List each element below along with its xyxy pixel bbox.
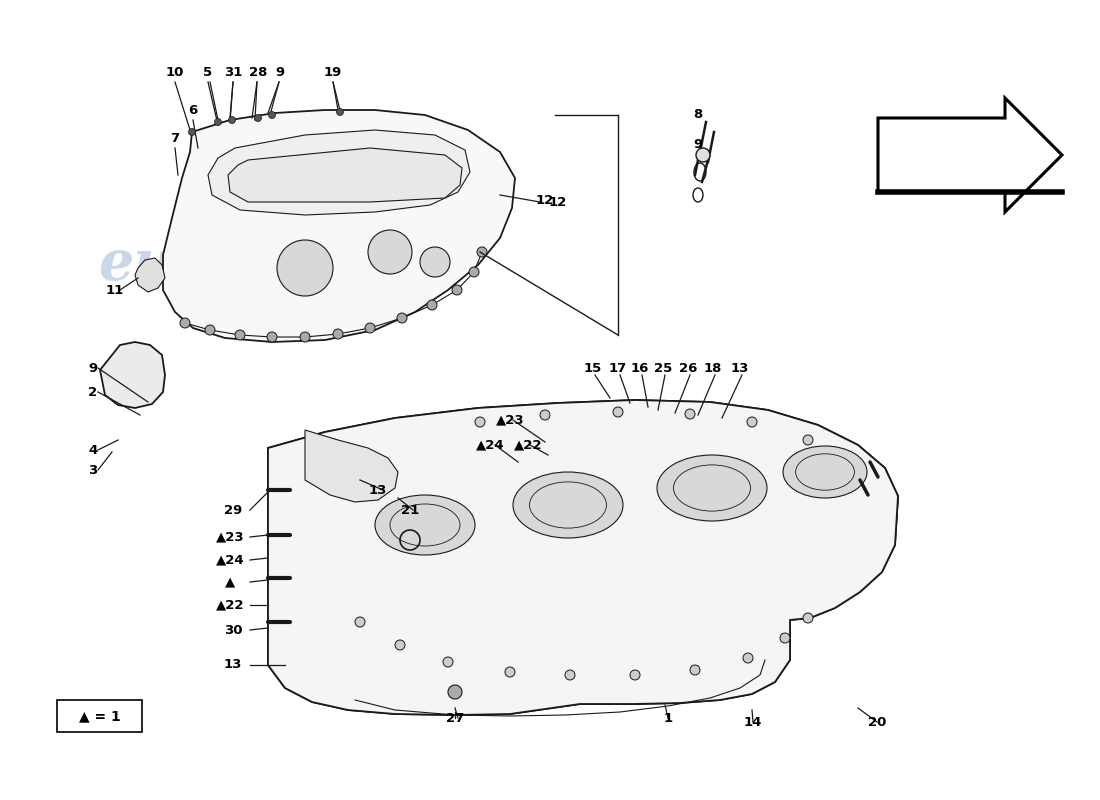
Text: 15: 15 bbox=[584, 362, 602, 374]
Text: 30: 30 bbox=[223, 623, 242, 637]
Text: ▲: ▲ bbox=[224, 575, 235, 589]
Text: 13: 13 bbox=[223, 658, 242, 671]
Text: 8: 8 bbox=[693, 109, 703, 122]
Circle shape bbox=[452, 285, 462, 295]
Text: 28: 28 bbox=[249, 66, 267, 78]
Circle shape bbox=[214, 118, 221, 126]
Ellipse shape bbox=[513, 472, 623, 538]
Circle shape bbox=[742, 653, 754, 663]
Text: 3: 3 bbox=[88, 463, 98, 477]
Text: 16: 16 bbox=[630, 362, 649, 374]
Text: 1: 1 bbox=[663, 711, 672, 725]
Circle shape bbox=[780, 633, 790, 643]
Text: 25: 25 bbox=[653, 362, 672, 374]
Text: 10: 10 bbox=[166, 66, 184, 78]
Circle shape bbox=[540, 410, 550, 420]
Circle shape bbox=[443, 657, 453, 667]
Text: 9: 9 bbox=[693, 138, 703, 151]
Text: 13: 13 bbox=[368, 483, 387, 497]
Text: 19: 19 bbox=[323, 66, 342, 78]
Circle shape bbox=[235, 330, 245, 340]
Text: 6: 6 bbox=[188, 103, 198, 117]
Circle shape bbox=[427, 300, 437, 310]
Ellipse shape bbox=[375, 495, 475, 555]
Circle shape bbox=[365, 323, 375, 333]
Circle shape bbox=[448, 685, 462, 699]
Circle shape bbox=[420, 247, 450, 277]
Circle shape bbox=[747, 417, 757, 427]
Circle shape bbox=[395, 640, 405, 650]
Text: ▲23: ▲23 bbox=[216, 530, 244, 543]
Circle shape bbox=[368, 230, 412, 274]
Ellipse shape bbox=[657, 455, 767, 521]
Text: ▲22: ▲22 bbox=[216, 598, 244, 611]
Text: 9: 9 bbox=[88, 362, 98, 374]
Text: 13: 13 bbox=[730, 362, 749, 374]
Text: ▲22: ▲22 bbox=[514, 438, 542, 451]
Text: 5: 5 bbox=[204, 66, 212, 78]
Bar bbox=[57, 700, 142, 732]
Text: 9: 9 bbox=[275, 66, 285, 78]
Polygon shape bbox=[135, 258, 165, 292]
Text: 20: 20 bbox=[868, 715, 887, 729]
Text: eurospares: eurospares bbox=[98, 238, 442, 293]
Polygon shape bbox=[100, 342, 165, 408]
Circle shape bbox=[337, 109, 343, 115]
Polygon shape bbox=[163, 110, 515, 342]
Polygon shape bbox=[878, 98, 1062, 212]
Text: ▲24: ▲24 bbox=[216, 554, 244, 566]
Circle shape bbox=[300, 332, 310, 342]
Circle shape bbox=[277, 240, 333, 296]
Text: 11: 11 bbox=[106, 283, 124, 297]
Text: 21: 21 bbox=[400, 503, 419, 517]
Text: 18: 18 bbox=[704, 362, 723, 374]
Circle shape bbox=[477, 247, 487, 257]
Polygon shape bbox=[305, 430, 398, 502]
Text: ▲24: ▲24 bbox=[475, 438, 504, 451]
Text: 4: 4 bbox=[88, 443, 98, 457]
Circle shape bbox=[268, 111, 275, 118]
Circle shape bbox=[397, 313, 407, 323]
Circle shape bbox=[229, 117, 235, 123]
Circle shape bbox=[505, 667, 515, 677]
Text: 12: 12 bbox=[536, 194, 554, 206]
Text: ▲23: ▲23 bbox=[496, 414, 525, 426]
Circle shape bbox=[205, 325, 214, 335]
Circle shape bbox=[690, 665, 700, 675]
Text: 27: 27 bbox=[446, 711, 464, 725]
Circle shape bbox=[803, 613, 813, 623]
Text: 2: 2 bbox=[88, 386, 98, 398]
Text: 14: 14 bbox=[744, 715, 762, 729]
Circle shape bbox=[475, 417, 485, 427]
Circle shape bbox=[630, 670, 640, 680]
Text: ▲ = 1: ▲ = 1 bbox=[78, 709, 120, 723]
Text: 31: 31 bbox=[223, 66, 242, 78]
Circle shape bbox=[267, 332, 277, 342]
Circle shape bbox=[333, 329, 343, 339]
Circle shape bbox=[469, 267, 478, 277]
Text: 29: 29 bbox=[224, 503, 242, 517]
Circle shape bbox=[803, 435, 813, 445]
Text: eurospares: eurospares bbox=[469, 502, 812, 558]
Ellipse shape bbox=[783, 446, 867, 498]
Text: 12: 12 bbox=[549, 195, 568, 209]
Polygon shape bbox=[228, 148, 462, 202]
Polygon shape bbox=[268, 400, 898, 715]
Circle shape bbox=[180, 318, 190, 328]
Text: 26: 26 bbox=[679, 362, 697, 374]
Circle shape bbox=[254, 114, 262, 122]
Polygon shape bbox=[208, 130, 470, 215]
Circle shape bbox=[613, 407, 623, 417]
Text: 7: 7 bbox=[170, 131, 179, 145]
Circle shape bbox=[188, 129, 196, 135]
Circle shape bbox=[685, 409, 695, 419]
Circle shape bbox=[696, 148, 710, 162]
Text: 17: 17 bbox=[609, 362, 627, 374]
Circle shape bbox=[565, 670, 575, 680]
Circle shape bbox=[355, 617, 365, 627]
